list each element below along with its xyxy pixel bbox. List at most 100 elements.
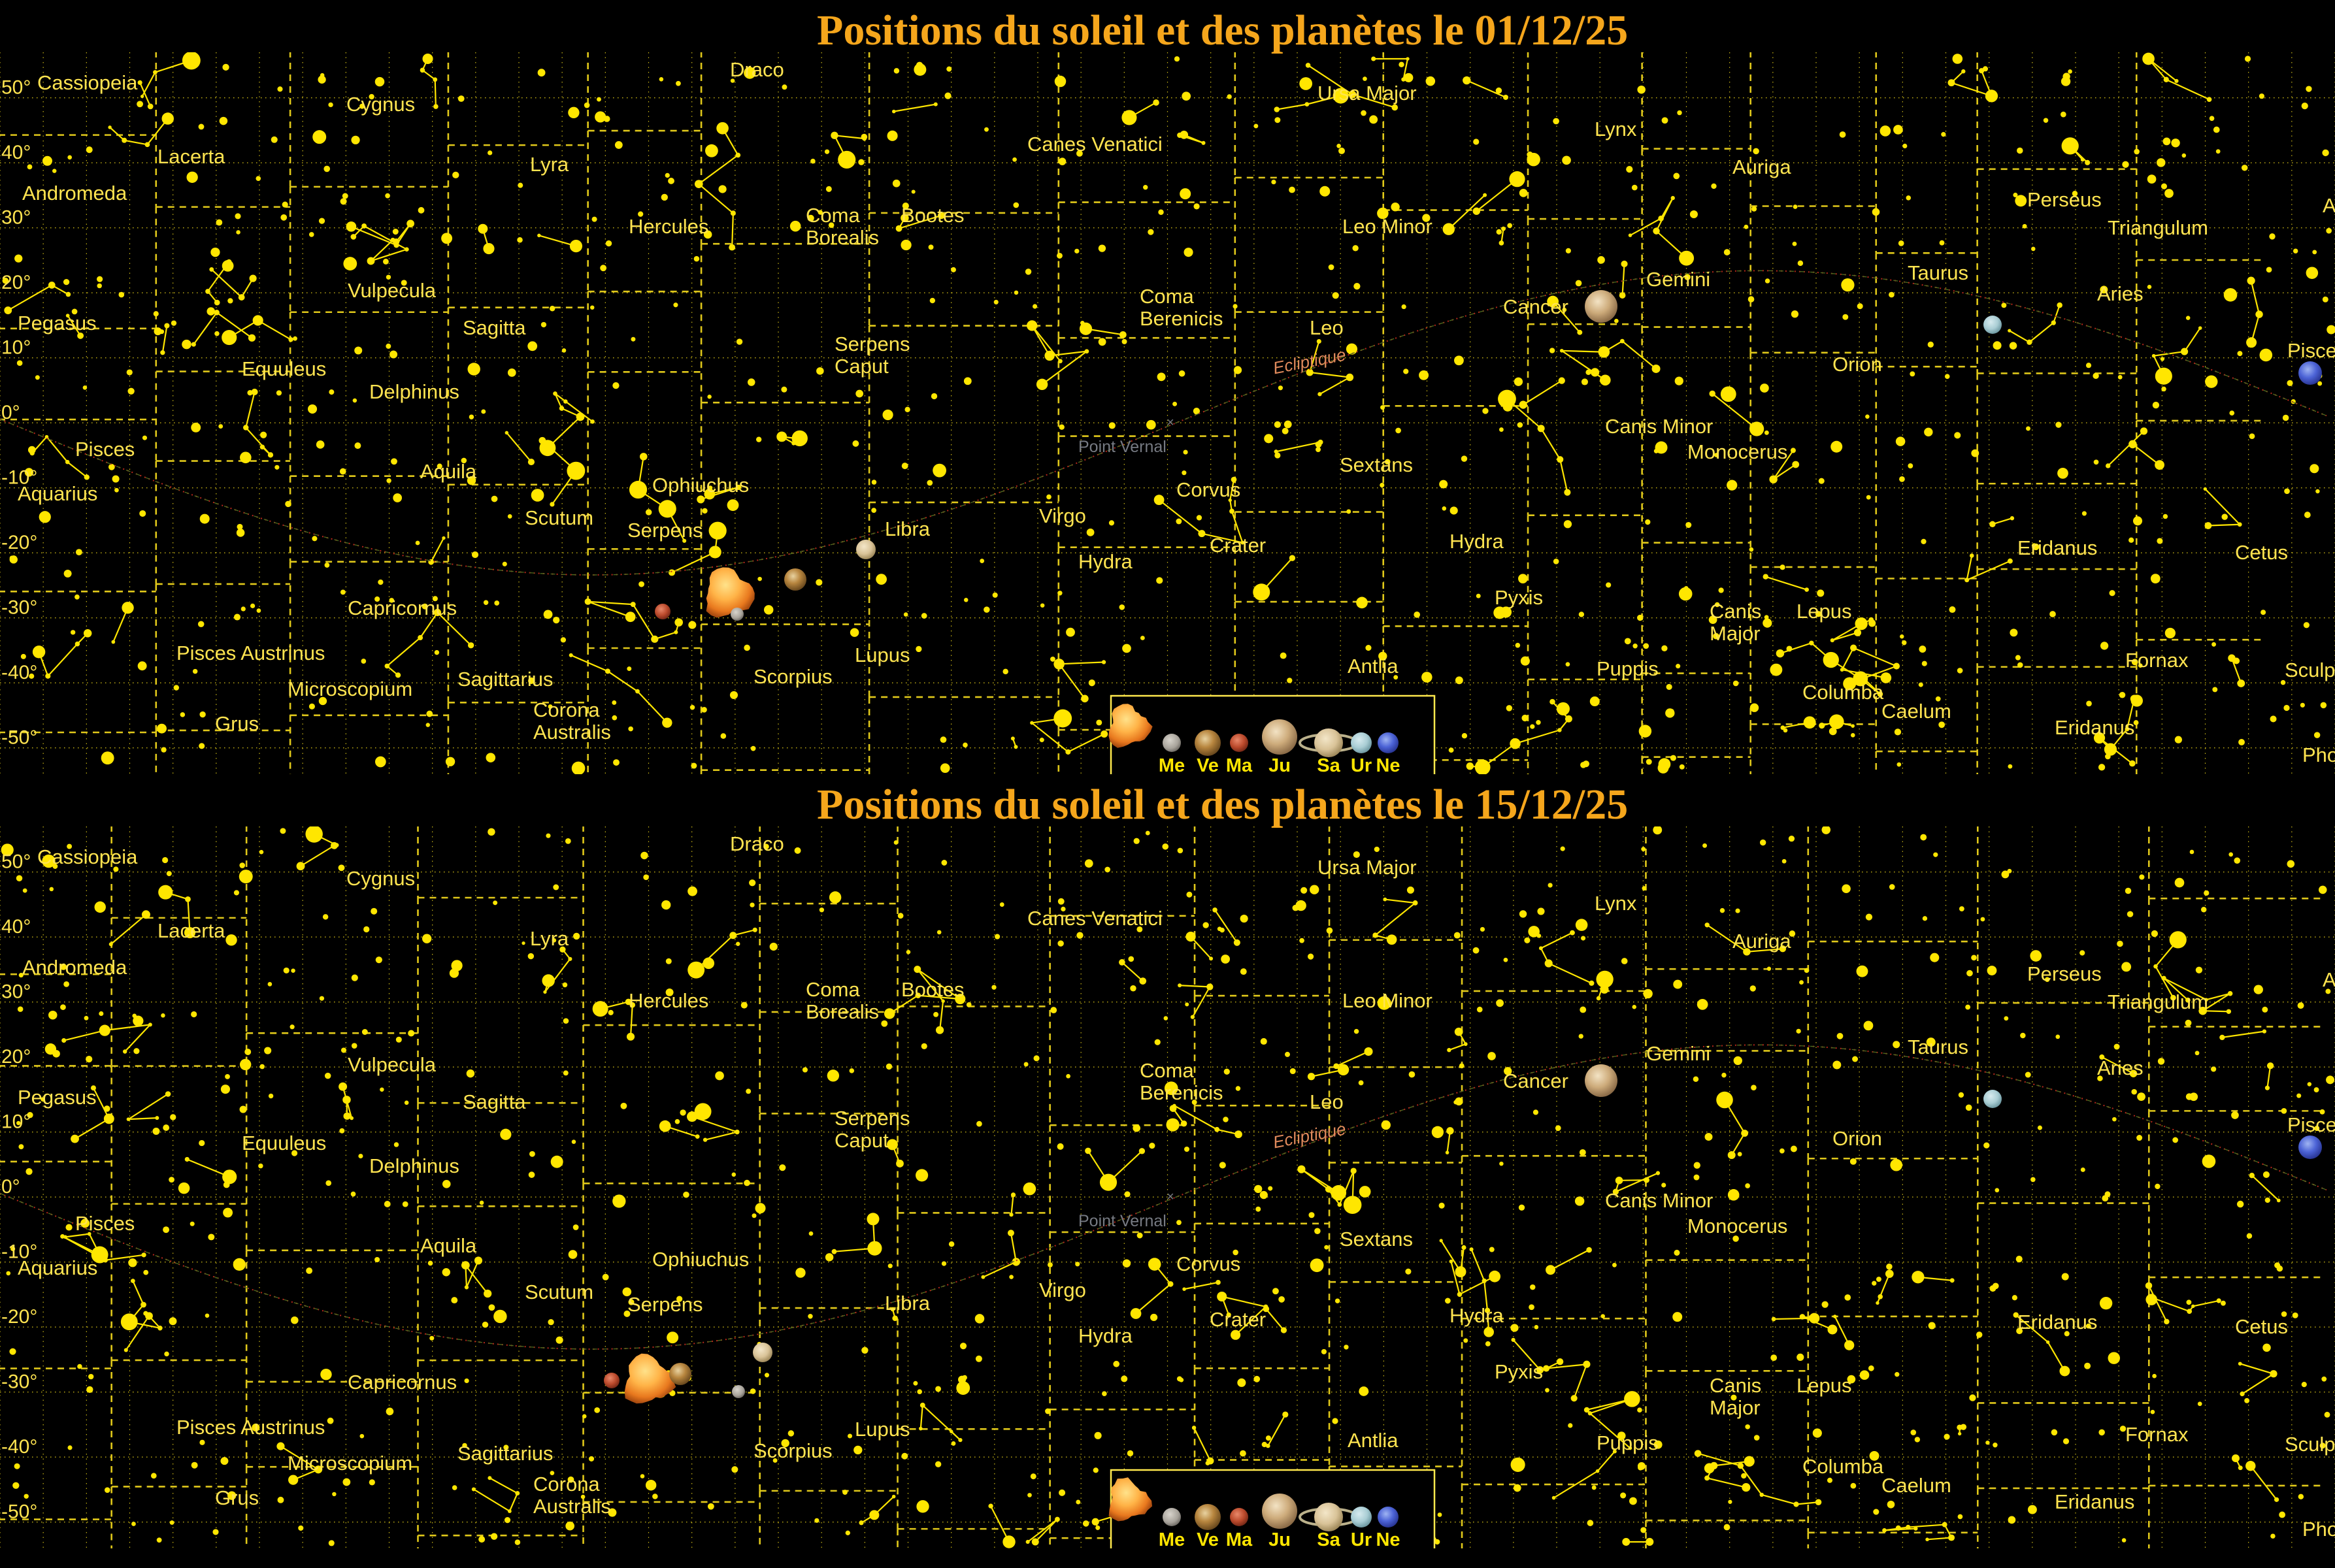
svg-text:Lyra: Lyra — [530, 153, 569, 176]
svg-text:Sextans: Sextans — [1340, 453, 1413, 476]
svg-text:30°: 30° — [1, 981, 31, 1003]
svg-text:Ophiuchus: Ophiuchus — [652, 1248, 749, 1271]
svg-text:Microscopium: Microscopium — [288, 678, 412, 700]
svg-text:Antlia: Antlia — [1348, 1429, 1399, 1452]
svg-text:Scorpius: Scorpius — [753, 665, 833, 688]
svg-text:Andromeda: Andromeda — [22, 182, 127, 204]
svg-text:Corvus: Corvus — [1176, 478, 1240, 501]
svg-text:Grus: Grus — [215, 1486, 259, 1509]
svg-text:50°: 50° — [1, 851, 31, 873]
svg-text:Andromeda: Andromeda — [2323, 194, 2335, 217]
svg-text:Triangulum: Triangulum — [2108, 216, 2208, 239]
svg-text:Fornax: Fornax — [2125, 1423, 2189, 1446]
svg-text:Draco: Draco — [730, 58, 784, 81]
svg-text:Sculptor: Sculptor — [2285, 1433, 2335, 1456]
svg-text:Lynx: Lynx — [1595, 892, 1637, 915]
svg-text:Ne: Ne — [1376, 755, 1400, 774]
svg-text:Cassiopeia: Cassiopeia — [37, 845, 138, 868]
svg-text:Eridanus: Eridanus — [2017, 536, 2097, 559]
svg-text:Auriga: Auriga — [1732, 930, 1791, 953]
svg-text:Ma: Ma — [1226, 1529, 1253, 1548]
svg-text:Equuleus: Equuleus — [242, 1132, 326, 1154]
svg-text:Ve: Ve — [1197, 755, 1219, 774]
svg-text:Positions du soleil et des pla: Positions du soleil et des planètes le 1… — [817, 781, 1628, 828]
svg-text:Serpens: Serpens — [627, 1293, 703, 1316]
svg-text:Bootes: Bootes — [901, 204, 965, 227]
svg-text:Cygnus: Cygnus — [346, 93, 415, 116]
svg-text:Taurus: Taurus — [1908, 261, 1968, 284]
svg-text:Aries: Aries — [2097, 1056, 2144, 1079]
svg-text:Perseus: Perseus — [2027, 962, 2102, 985]
svg-text:Corvus: Corvus — [1176, 1252, 1240, 1275]
svg-text:Gemini: Gemini — [1646, 1042, 1710, 1065]
svg-text:Canes Venatici: Canes Venatici — [1027, 133, 1163, 155]
svg-text:Fornax: Fornax — [2125, 649, 2189, 672]
svg-text:Canis Minor: Canis Minor — [1605, 415, 1713, 438]
svg-text:Positions du soleil et des pla: Positions du soleil et des planètes le 0… — [817, 7, 1628, 54]
svg-text:30°: 30° — [1, 207, 31, 229]
svg-text:Triangulum: Triangulum — [2108, 990, 2208, 1013]
svg-text:Columba: Columba — [1802, 681, 1884, 704]
svg-text:Ursa Major: Ursa Major — [1317, 82, 1417, 105]
svg-text:-20°: -20° — [1, 532, 37, 553]
svg-text:Eridanus: Eridanus — [2017, 1311, 2097, 1333]
svg-text:Phoenix: Phoenix — [2302, 743, 2335, 766]
svg-text:Lacerta: Lacerta — [157, 145, 225, 168]
svg-text:Cetus: Cetus — [2235, 1315, 2288, 1338]
svg-text:Ju: Ju — [1268, 1529, 1291, 1548]
svg-text:Ursa Major: Ursa Major — [1317, 856, 1417, 879]
svg-text:Caelum: Caelum — [1881, 1474, 1951, 1497]
svg-text:Ne: Ne — [1376, 1529, 1400, 1548]
svg-text:Pyxis: Pyxis — [1495, 586, 1543, 609]
svg-text:Gemini: Gemini — [1646, 268, 1710, 291]
svg-text:-30°: -30° — [1, 597, 37, 619]
svg-text:Eridanus: Eridanus — [2055, 716, 2134, 739]
svg-text:Pisces: Pisces — [75, 438, 135, 461]
svg-text:Orion: Orion — [1832, 1127, 1882, 1150]
svg-text:Hydra: Hydra — [1078, 550, 1133, 573]
svg-text:Grus: Grus — [215, 712, 259, 735]
svg-text:×: × — [1167, 416, 1174, 430]
svg-text:Phoenix: Phoenix — [2302, 1518, 2335, 1541]
svg-text:Pyxis: Pyxis — [1495, 1360, 1543, 1383]
svg-text:Crater: Crater — [1210, 534, 1266, 557]
svg-text:-50°: -50° — [1, 727, 37, 749]
svg-text:Virgo: Virgo — [1039, 504, 1086, 527]
svg-text:Sagittarius: Sagittarius — [457, 1442, 553, 1465]
svg-text:Lacerta: Lacerta — [157, 919, 225, 942]
svg-text:Perseus: Perseus — [2027, 188, 2102, 211]
svg-text:CoronaAustralis: Corona Australis — [533, 698, 611, 743]
svg-text:Ur: Ur — [1351, 755, 1372, 774]
svg-text:Vulpecula: Vulpecula — [348, 279, 437, 302]
svg-text:Lynx: Lynx — [1595, 118, 1637, 140]
svg-text:Sa: Sa — [1317, 755, 1340, 774]
svg-text:Point Vernal: Point Vernal — [1078, 1212, 1167, 1230]
svg-text:Pegasus: Pegasus — [18, 1086, 97, 1109]
svg-text:Vulpecula: Vulpecula — [348, 1053, 437, 1076]
svg-text:Sa: Sa — [1317, 1529, 1340, 1548]
svg-text:Monocerus: Monocerus — [1687, 440, 1787, 463]
svg-text:Sagitta: Sagitta — [463, 1090, 526, 1113]
svg-text:Sagitta: Sagitta — [463, 316, 526, 339]
svg-text:Capricornus: Capricornus — [348, 1371, 457, 1394]
svg-text:Point Vernal: Point Vernal — [1078, 438, 1167, 456]
svg-text:Equuleus: Equuleus — [242, 357, 326, 380]
svg-text:0°: 0° — [1, 1176, 20, 1198]
svg-text:Hydra: Hydra — [1078, 1324, 1133, 1347]
svg-text:Lupus: Lupus — [855, 1418, 910, 1441]
svg-text:-20°: -20° — [1, 1306, 37, 1328]
svg-text:Leo: Leo — [1310, 1090, 1344, 1113]
svg-text:Hercules: Hercules — [629, 215, 708, 238]
svg-text:Eridanus: Eridanus — [2055, 1490, 2134, 1513]
svg-text:×: × — [1167, 1190, 1174, 1204]
svg-text:Orion: Orion — [1832, 353, 1882, 376]
svg-text:Cassiopeia: Cassiopeia — [37, 71, 138, 94]
svg-text:Me: Me — [1159, 1529, 1185, 1548]
svg-text:20°: 20° — [1, 1046, 31, 1068]
svg-text:Cetus: Cetus — [2235, 541, 2288, 564]
svg-text:Serpens: Serpens — [627, 519, 703, 542]
svg-text:Draco: Draco — [730, 832, 784, 855]
svg-text:Aquarius: Aquarius — [18, 482, 97, 505]
svg-text:Ma: Ma — [1226, 755, 1253, 774]
